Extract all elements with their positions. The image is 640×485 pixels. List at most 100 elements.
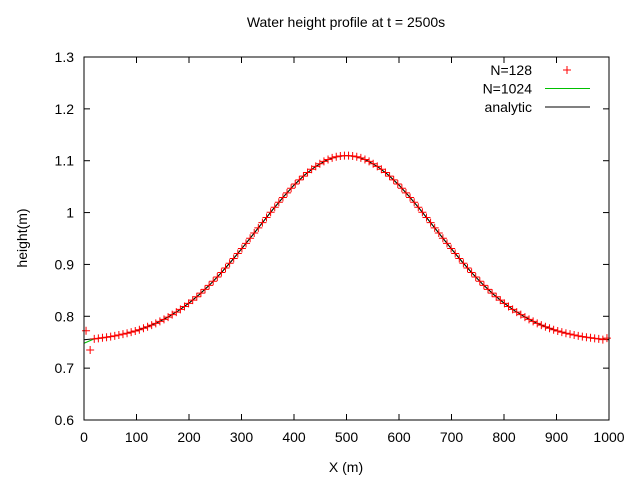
chart-title: Water height profile at t = 2500s [247,14,445,30]
data-point [151,319,160,328]
x-tick-label: 200 [177,429,201,445]
data-point [270,203,279,212]
x-tick-label: 800 [492,429,516,445]
data-point [574,331,583,340]
data-point [262,213,271,222]
data-point [139,324,148,333]
data-point [159,315,168,324]
data-point [311,162,320,171]
data-point [545,324,554,333]
data-point [459,259,468,268]
data-point [475,277,484,286]
data-point [102,333,111,342]
data-point [127,328,136,337]
data-point [246,234,255,243]
data-point [508,305,517,314]
data-point [258,218,267,227]
data-point [332,152,341,161]
data-point [430,223,439,232]
data-point [283,188,292,197]
data-point [184,299,193,308]
series-line-analytic [83,155,610,341]
data-point [303,168,312,177]
data-point [254,223,263,232]
data-point [278,193,287,202]
data-point [492,292,501,301]
data-point [114,331,123,340]
data-point [164,313,173,322]
y-axis-label: height(m) [14,208,30,267]
data-point [533,319,542,328]
data-point [192,292,201,301]
data-point [176,305,185,314]
data-point [213,272,222,281]
x-tick-label: 700 [440,429,464,445]
y-tick-label: 0.8 [55,308,75,324]
data-point [418,208,427,217]
data-point [242,239,251,248]
data-point [348,151,357,160]
data-point [529,317,538,326]
data-point [188,296,197,305]
x-tick-label: 0 [80,429,88,445]
data-point [217,268,226,277]
data-point [566,330,575,339]
data-point [467,268,476,277]
data-point [118,330,127,339]
data-point [225,259,234,268]
data-point [496,296,505,305]
legend-label: N=128 [490,62,532,78]
data-point [143,322,152,331]
data-point [155,317,164,326]
data-point [541,322,550,331]
data-point [319,157,328,166]
y-tick-label: 1 [66,205,74,221]
data-point [266,208,275,217]
data-point [233,249,242,258]
x-tick-label: 500 [335,429,359,445]
legend-label: N=1024 [483,81,533,97]
data-point [106,332,115,341]
data-point [94,334,103,343]
y-tick-label: 0.9 [55,256,75,272]
data-point [561,329,570,338]
data-point [352,152,361,161]
data-point [401,188,410,197]
data-point [356,153,365,162]
data-point [205,281,214,290]
y-tick-label: 0.7 [55,360,75,376]
x-tick-label: 100 [125,429,149,445]
data-point [553,326,562,335]
data-point [250,229,259,238]
data-point [373,162,382,171]
data-point [471,272,480,281]
data-point [549,325,558,334]
data-point [389,175,398,184]
data-point [315,159,324,168]
data-point [381,168,390,177]
data-point [602,334,611,343]
data-point [537,321,546,330]
data-point [365,157,374,166]
data-point [135,325,144,334]
data-point [422,213,431,222]
data-point [385,172,394,181]
x-tick-label: 400 [282,429,306,445]
data-point [110,331,119,340]
data-point [479,281,488,290]
data-point [274,198,283,207]
data-point [447,244,456,253]
data-point [328,153,337,162]
data-point [504,302,513,311]
data-point [221,263,230,272]
data-point [287,184,296,193]
data-point [594,334,603,343]
data-point [488,289,497,298]
data-point [200,285,209,294]
legend-label: analytic [485,99,532,115]
data-point [434,229,443,238]
data-point [324,155,333,164]
data-point [484,285,493,294]
data-point [307,165,316,174]
data-point [180,302,189,311]
